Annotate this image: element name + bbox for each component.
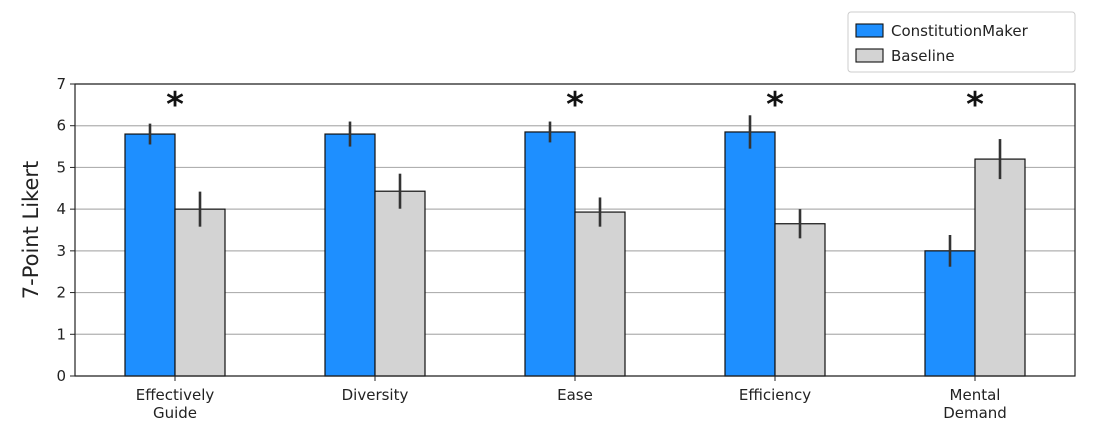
legend[interactable]: ConstitutionMaker Baseline bbox=[847, 11, 1076, 73]
error-bars bbox=[148, 115, 1002, 267]
bars bbox=[124, 131, 1026, 377]
y-tick-label: 1 bbox=[56, 325, 66, 343]
bar-constitutionmaker bbox=[324, 133, 376, 377]
y-tick-label: 0 bbox=[56, 367, 66, 385]
significance-star: * bbox=[966, 85, 984, 125]
y-tick-label: 5 bbox=[56, 158, 66, 176]
x-tick-label: Ease bbox=[557, 386, 593, 404]
significance-star: * bbox=[566, 85, 584, 125]
bar-baseline bbox=[974, 158, 1026, 377]
legend-swatch bbox=[855, 23, 884, 38]
legend-box bbox=[847, 11, 1076, 73]
bar-constitutionmaker bbox=[524, 131, 576, 377]
y-tick-label: 3 bbox=[56, 242, 66, 260]
bar-baseline bbox=[174, 208, 226, 377]
y-tick-label: 4 bbox=[56, 200, 66, 218]
significance-star: * bbox=[766, 85, 784, 125]
legend-label: Baseline bbox=[891, 47, 955, 65]
x-tick-label: Effectively bbox=[136, 386, 215, 404]
y-tick-label: 7 bbox=[56, 75, 66, 93]
y-axis-label: 7-Point Likert bbox=[19, 161, 43, 300]
bar-constitutionmaker bbox=[724, 131, 776, 377]
bar-baseline bbox=[774, 223, 826, 377]
significance-star: * bbox=[166, 85, 184, 125]
bar-constitutionmaker bbox=[924, 250, 976, 377]
y-axis-ticks: 0 1 2 3 4 5 6 7 bbox=[56, 75, 75, 385]
bar-baseline bbox=[574, 211, 626, 377]
x-tick-label: Demand bbox=[943, 404, 1007, 422]
y-tick-label: 6 bbox=[56, 117, 66, 135]
legend-label: ConstitutionMaker bbox=[891, 22, 1029, 40]
x-tick-label: Guide bbox=[153, 404, 197, 422]
bar-constitutionmaker bbox=[124, 133, 176, 377]
significance-markers: * * * * bbox=[166, 85, 984, 125]
x-tick-label: Efficiency bbox=[739, 386, 811, 404]
x-tick-label: Mental bbox=[950, 386, 1001, 404]
x-tick-label: Diversity bbox=[342, 386, 409, 404]
legend-swatch bbox=[855, 48, 884, 63]
y-tick-label: 2 bbox=[56, 284, 66, 302]
bar-baseline bbox=[374, 190, 426, 377]
